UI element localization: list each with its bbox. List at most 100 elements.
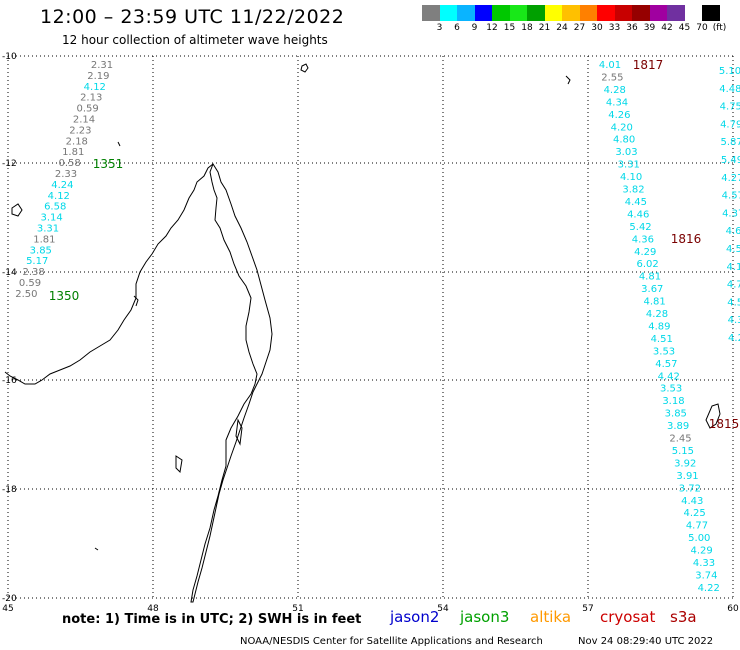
swh-value-label: 4.20 — [611, 122, 633, 133]
legend-swatch — [649, 5, 667, 21]
swh-value-label: 2.13 — [80, 93, 102, 104]
swh-value-label: 4.81 — [644, 297, 666, 308]
track-far-east-values: 5.10 4.48 4.75 4.79 5.87 5.49 4.27 4.57 4.37 4.6 4… — [719, 66, 740, 344]
legend-label: 45 — [678, 23, 691, 33]
legend-swatch — [544, 5, 562, 21]
swh-value-label: 4.5 — [727, 297, 740, 308]
legend-label: 15 — [503, 23, 516, 33]
pass-time-label: 1351 — [93, 157, 124, 171]
swh-value-label: 4.43 — [681, 496, 703, 507]
swh-value-label: 3.67 — [641, 284, 663, 295]
legend-label: 3 — [436, 23, 443, 33]
swh-value-label: 4.48 — [719, 84, 740, 95]
map-title: 12:00 – 23:59 UTC 11/22/2022 — [40, 6, 345, 28]
swh-value-label: 4.89 — [648, 321, 670, 332]
track-west-values: 2.312.194.122.130.592.142.232.181.810.58… — [15, 60, 113, 300]
swh-value-label: 4.75 — [720, 102, 740, 113]
swh-value-label: 4.34 — [606, 97, 628, 108]
legend-swatch — [632, 5, 650, 21]
lat-tick-label: -20 — [2, 594, 17, 604]
legend-swatch — [667, 5, 685, 21]
swh-value-label: 4.25 — [683, 508, 705, 519]
swh-value-label: 3.92 — [674, 458, 696, 469]
satellite-legend-item: jason2 — [390, 608, 440, 626]
swh-value-label: 4.12 — [84, 82, 106, 93]
legend-swatch — [684, 5, 702, 21]
swh-value-label: 3.85 — [30, 245, 52, 256]
north-islet — [300, 63, 309, 73]
swh-value-label: 4.57 — [655, 359, 677, 370]
swh-value-label: 4.27 — [721, 173, 740, 184]
swh-value-label: 2.33 — [55, 169, 77, 180]
satellite-legend-item: s3a — [670, 608, 697, 626]
swh-value-label: 0.59 — [19, 278, 41, 289]
madagascar-coastline — [4, 63, 721, 603]
legend-swatch — [597, 5, 615, 21]
swh-value-label: 2.19 — [87, 71, 109, 82]
footnote: note: 1) Time is in UTC; 2) SWH is in fe… — [62, 612, 362, 627]
swh-value-label: 4.7 — [727, 280, 740, 291]
legend-label: 30 — [591, 23, 603, 33]
swh-value-label: 5.42 — [629, 222, 651, 233]
swh-value-label: 2.23 — [69, 125, 91, 136]
swh-value-label: 4.6 — [726, 226, 740, 237]
swh-value-label: 5.10 — [719, 66, 740, 77]
swh-value-label: 3.03 — [615, 147, 637, 158]
swh-value-label: 2.18 — [66, 136, 88, 147]
legend-label: 39 — [643, 23, 656, 33]
legend-label: 42 — [661, 23, 673, 33]
legend-swatch — [614, 5, 632, 21]
legend-swatch — [527, 5, 545, 21]
swh-value-label: 4.45 — [625, 197, 647, 208]
lon-tick-label: 48 — [147, 604, 159, 614]
swh-value-label: 4.28 — [646, 309, 668, 320]
swh-value-label: 4.24 — [51, 180, 73, 191]
color-legend — [422, 5, 720, 21]
legend-swatch — [562, 5, 580, 21]
madagascar-west-coast — [4, 163, 214, 385]
swh-value-label: 2.55 — [601, 72, 623, 83]
lon-tick-label: 45 — [2, 604, 13, 614]
swh-value-label: 5.15 — [672, 446, 694, 457]
lat-tick-label: -18 — [2, 485, 17, 495]
legend-label: (ft) — [712, 23, 727, 33]
lat-tick-label: -12 — [2, 159, 17, 169]
swh-value-label: 6.58 — [44, 202, 66, 213]
swh-value-label: 4.79 — [720, 119, 740, 130]
legend-swatch — [579, 5, 597, 21]
swh-value-label: 4.81 — [639, 272, 661, 283]
swh-value-label: 3.14 — [40, 213, 62, 224]
swh-value-label: 4.2 — [728, 333, 740, 344]
satellite-legend-item: altika — [530, 608, 572, 626]
nosy-be-islet — [11, 203, 23, 217]
swh-value-label: 4.51 — [651, 334, 673, 345]
map-subtitle: 12 hour collection of altimeter wave hei… — [62, 33, 328, 47]
lon-tick-label: 54 — [437, 604, 449, 614]
small-islet-1 — [175, 455, 183, 474]
swh-value-label: 1.81 — [33, 234, 55, 245]
track-east-values: 4.012.554.284.344.264.204.803.033.314.10… — [599, 60, 720, 594]
swh-value-label: 3.72 — [679, 483, 701, 494]
swh-value-label: 3.53 — [660, 384, 682, 395]
swh-value-label: 4.33 — [693, 558, 715, 569]
swh-value-label: 5.49 — [721, 155, 740, 166]
swh-value-label: 4.46 — [627, 209, 649, 220]
sainte-marie-islet — [235, 418, 243, 446]
swh-value-label: 2.31 — [91, 60, 113, 71]
legend-label: 70 — [696, 23, 708, 33]
swh-value-label: 4.01 — [599, 60, 621, 71]
swh-value-label: 3.89 — [667, 421, 689, 432]
lon-tick-label: 51 — [292, 604, 303, 614]
legend-swatch — [492, 5, 510, 21]
legend-swatch — [474, 5, 492, 21]
swh-value-label: 4.10 — [620, 172, 642, 183]
swh-value-label: 2.38 — [22, 267, 44, 278]
swh-value-label: 2.14 — [73, 115, 95, 126]
west-islet — [94, 547, 99, 551]
legend-swatch — [422, 5, 440, 21]
swh-value-label: 3.82 — [622, 185, 644, 196]
legend-label: 9 — [471, 23, 478, 33]
swh-value-label: 4.5 — [726, 244, 740, 255]
